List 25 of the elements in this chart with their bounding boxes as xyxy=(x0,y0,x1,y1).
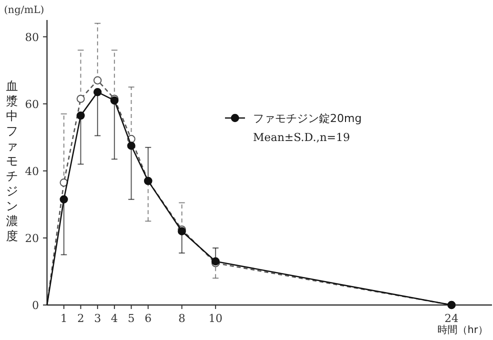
x-tick-label: 8 xyxy=(178,312,186,325)
point xyxy=(127,142,136,150)
y-tick-label: 20 xyxy=(25,232,39,245)
text: (ng/mL) xyxy=(4,5,44,16)
x-axis-title: 時間（hr） xyxy=(438,324,488,336)
x-tick-label: 2 xyxy=(77,312,84,325)
text: 血漿中ファモチジン濃度 xyxy=(6,79,18,243)
y-tick-label: 0 xyxy=(32,299,39,312)
y-tick-label: 40 xyxy=(25,164,39,178)
point xyxy=(76,111,85,120)
point xyxy=(93,88,102,96)
x-tick-label: 6 xyxy=(144,312,152,325)
x-tick-label: 3 xyxy=(94,312,102,325)
x-tick-label: 10 xyxy=(208,312,223,325)
point xyxy=(93,76,102,84)
annotation: Mean±S.D.,n=19 xyxy=(253,131,350,144)
x-tick-label: 24 xyxy=(444,312,459,325)
y-tick-label: 60 xyxy=(25,98,39,111)
x-tick-label: 4 xyxy=(110,312,118,325)
legend-label: ファモチジン錠20mg xyxy=(253,112,362,125)
point xyxy=(76,94,85,103)
y-tick-label: 80 xyxy=(25,30,39,44)
x-tick-label: 5 xyxy=(128,312,135,325)
x-tick-label: 1 xyxy=(60,312,68,325)
point xyxy=(60,195,68,204)
